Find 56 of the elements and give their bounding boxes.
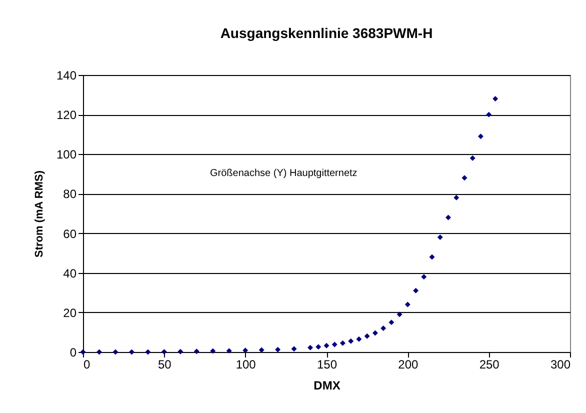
point xyxy=(372,330,378,336)
point xyxy=(470,155,476,161)
y-axis-title: Strom (mA RMS) xyxy=(33,170,46,258)
point xyxy=(308,344,314,350)
annotation: Größenachse (Y) Hauptgitternetz xyxy=(210,168,358,179)
point xyxy=(324,342,330,348)
point xyxy=(210,348,216,354)
x-tick-label: 150 xyxy=(316,358,338,372)
y-tick-label: 40 xyxy=(63,266,77,280)
point xyxy=(413,288,419,294)
point xyxy=(291,346,297,352)
point xyxy=(462,175,468,181)
point xyxy=(380,326,386,331)
y-tick-label: 60 xyxy=(63,226,77,241)
point xyxy=(356,336,362,342)
point xyxy=(316,344,322,350)
point xyxy=(258,347,264,353)
x-tick-label: 250 xyxy=(479,358,500,372)
point xyxy=(332,342,338,348)
x-tick-label: 0 xyxy=(84,358,90,372)
y-tick-label: 100 xyxy=(56,148,77,162)
point xyxy=(388,320,394,326)
x-axis-title: DMX xyxy=(314,378,340,392)
x-tick-label: 100 xyxy=(236,358,256,372)
y-tick-label: 80 xyxy=(63,187,77,202)
point xyxy=(396,312,402,318)
y-tick-label: 20 xyxy=(63,306,77,320)
y-tick-label: 140 xyxy=(56,68,77,82)
point xyxy=(226,348,232,354)
point xyxy=(446,214,451,220)
point xyxy=(429,254,435,260)
y-tick-label: 0 xyxy=(70,346,77,360)
point xyxy=(492,96,498,102)
point xyxy=(178,348,184,354)
x-tick-label: 50 xyxy=(158,358,172,372)
point xyxy=(454,194,460,200)
point xyxy=(112,349,118,355)
point xyxy=(486,112,492,118)
point xyxy=(194,348,200,354)
point xyxy=(242,348,248,354)
point xyxy=(96,349,102,355)
point xyxy=(437,234,443,240)
x-tick-label: 300 xyxy=(550,358,571,372)
point xyxy=(128,349,134,355)
point xyxy=(421,274,427,280)
point xyxy=(340,340,346,346)
chart-title: Ausgangskennlinie 3683PWM-H xyxy=(220,25,433,41)
point xyxy=(364,333,370,339)
point xyxy=(348,338,354,344)
point xyxy=(275,346,281,352)
point xyxy=(145,349,151,355)
y-tick-label: 120 xyxy=(56,108,77,122)
point xyxy=(404,302,410,308)
point xyxy=(478,134,484,140)
point xyxy=(161,349,167,355)
x-tick-label: 200 xyxy=(398,358,418,372)
